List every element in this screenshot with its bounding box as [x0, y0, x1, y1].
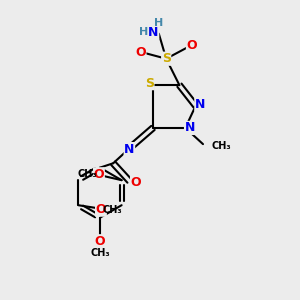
Text: O: O	[135, 46, 146, 59]
Text: O: O	[130, 176, 141, 189]
Text: O: O	[96, 203, 106, 216]
Text: CH₃: CH₃	[90, 248, 110, 258]
Text: H: H	[139, 27, 148, 37]
Text: CH₃: CH₃	[103, 205, 122, 214]
Text: H: H	[154, 17, 163, 28]
Text: CH₃: CH₃	[77, 169, 97, 179]
Text: N: N	[124, 142, 135, 156]
Text: S: S	[162, 52, 171, 65]
Text: O: O	[94, 168, 104, 181]
Text: N: N	[184, 122, 195, 134]
Text: N: N	[148, 26, 159, 39]
Text: CH₃: CH₃	[212, 141, 232, 151]
Text: O: O	[187, 39, 197, 52]
Text: S: S	[145, 77, 154, 90]
Text: O: O	[94, 235, 105, 248]
Text: N: N	[195, 98, 205, 111]
